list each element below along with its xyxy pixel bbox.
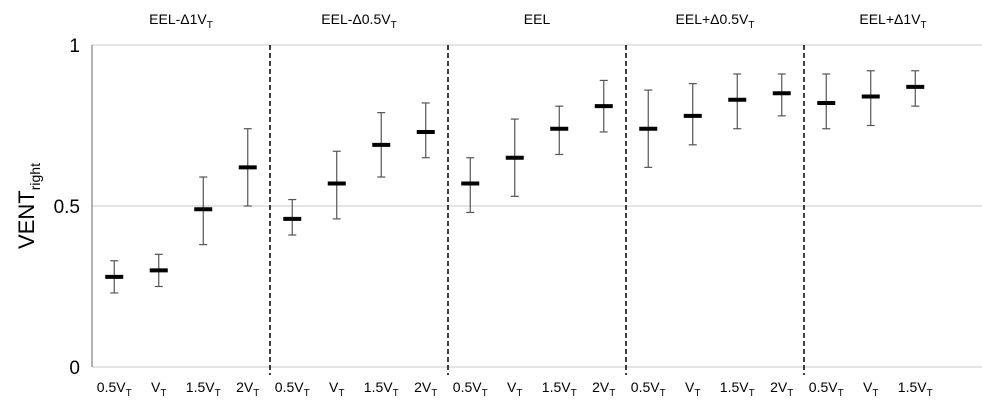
- group-label-main: EEL-Δ0.5V: [321, 11, 391, 27]
- x-tick-label-sub: T: [749, 388, 755, 399]
- group-label-main: EEL+Δ1V: [859, 11, 921, 27]
- group-label: EEL-Δ0.5VT: [321, 11, 396, 31]
- y-axis: 00.51: [54, 36, 93, 379]
- x-tick-label-sub: T: [304, 388, 310, 399]
- x-tick-label-main: V: [863, 379, 873, 395]
- x-tick-label: 0.5VT: [275, 379, 310, 399]
- x-tick-label-main: 2V: [770, 379, 788, 395]
- group-label-sub: T: [207, 20, 213, 31]
- x-tick-label: VT: [685, 379, 700, 399]
- x-tick-label-sub: T: [393, 388, 399, 399]
- y-axis-label-sub: right: [27, 163, 43, 190]
- x-tick-label: VT: [329, 379, 344, 399]
- y-tick-label: 0.5: [54, 197, 80, 218]
- x-tick-label-sub: T: [160, 388, 166, 399]
- x-tick-label: 0.5VT: [809, 379, 844, 399]
- group-label: EEL: [524, 11, 551, 27]
- x-tick-label-sub: T: [431, 388, 437, 399]
- group-label-sub: T: [391, 20, 397, 31]
- group-labels: EEL-Δ1VT EEL-Δ0.5VT EEL EEL+Δ0.5VT EEL+Δ1VT: [149, 11, 926, 31]
- x-tick-label-sub: T: [787, 388, 793, 399]
- x-tick-label: 2VT: [414, 379, 437, 399]
- group-label-main: EEL+Δ0.5V: [676, 11, 749, 27]
- x-tick-label-sub: T: [571, 388, 577, 399]
- x-tick-label-sub: T: [215, 388, 221, 399]
- group-label-sub: T: [921, 20, 927, 31]
- x-tick-label-sub: T: [927, 388, 933, 399]
- group-label-sub: T: [748, 20, 754, 31]
- x-tick-label-main: V: [329, 379, 339, 395]
- x-tick-label-main: 1.5V: [542, 379, 571, 395]
- x-tick-label: 1.5VT: [898, 379, 933, 399]
- x-tick-label-main: V: [507, 379, 517, 395]
- x-tick-label: 0.5VT: [453, 379, 488, 399]
- group-label: EEL+Δ1VT: [859, 11, 926, 31]
- group-label-main: EEL: [524, 11, 551, 27]
- x-tick-label: 0.5VT: [631, 379, 666, 399]
- x-tick-label-main: 1.5V: [186, 379, 215, 395]
- group-separators: [269, 45, 805, 375]
- group-label: EEL-Δ1VT: [149, 11, 213, 31]
- x-tick-label-main: 0.5V: [809, 379, 838, 395]
- group-label: EEL+Δ0.5VT: [676, 11, 755, 31]
- x-tick-label: 2VT: [592, 379, 615, 399]
- data-points: [105, 70, 925, 294]
- x-tick-label-main: V: [685, 379, 695, 395]
- x-tick-label-main: 0.5V: [453, 379, 482, 395]
- x-tick-labels: 0.5VT VT 1.5VT 2VT 0.5VT VT 1.5VT 2VT 0.5VT VT 1.5…: [97, 379, 933, 399]
- x-tick-label-main: 2V: [592, 379, 610, 395]
- x-tick-label-main: 2V: [414, 379, 432, 395]
- x-tick-label-main: 1.5V: [898, 379, 927, 395]
- x-tick-label-sub: T: [482, 388, 488, 399]
- x-tick-label-sub: T: [872, 388, 878, 399]
- x-tick-label: 2VT: [770, 379, 793, 399]
- y-axis-label-main: VENT: [14, 190, 39, 249]
- x-tick-label-sub: T: [253, 388, 259, 399]
- x-tick-label-sub: T: [660, 388, 666, 399]
- x-tick-label: VT: [863, 379, 878, 399]
- x-tick-label-main: 1.5V: [364, 379, 393, 395]
- x-tick-label-main: V: [151, 379, 161, 395]
- y-tick-label: 0: [69, 358, 80, 379]
- x-tick-label: 1.5VT: [186, 379, 221, 399]
- x-tick-label-main: 0.5V: [631, 379, 660, 395]
- x-tick-label: 1.5VT: [720, 379, 755, 399]
- y-tick-label: 1: [69, 36, 80, 57]
- x-tick-label: VT: [151, 379, 166, 399]
- x-tick-label-main: 2V: [236, 379, 254, 395]
- x-tick-label: 1.5VT: [364, 379, 399, 399]
- x-tick-label-sub: T: [609, 388, 615, 399]
- x-tick-label: 1.5VT: [542, 379, 577, 399]
- x-tick-label-main: 1.5V: [720, 379, 749, 395]
- x-tick-label: VT: [507, 379, 522, 399]
- y-axis-label: VENTright: [14, 163, 43, 249]
- x-tick-label: 0.5VT: [97, 379, 132, 399]
- x-tick-label: 2VT: [236, 379, 259, 399]
- x-tick-label-sub: T: [694, 388, 700, 399]
- group-label-main: EEL-Δ1V: [149, 11, 207, 27]
- x-tick-label-sub: T: [838, 388, 844, 399]
- gridlines: [92, 44, 982, 368]
- x-tick-label-sub: T: [516, 388, 522, 399]
- x-tick-label-sub: T: [126, 388, 132, 399]
- x-tick-label-main: 0.5V: [275, 379, 304, 395]
- x-tick-label-sub: T: [338, 388, 344, 399]
- x-tick-label-main: 0.5V: [97, 379, 126, 395]
